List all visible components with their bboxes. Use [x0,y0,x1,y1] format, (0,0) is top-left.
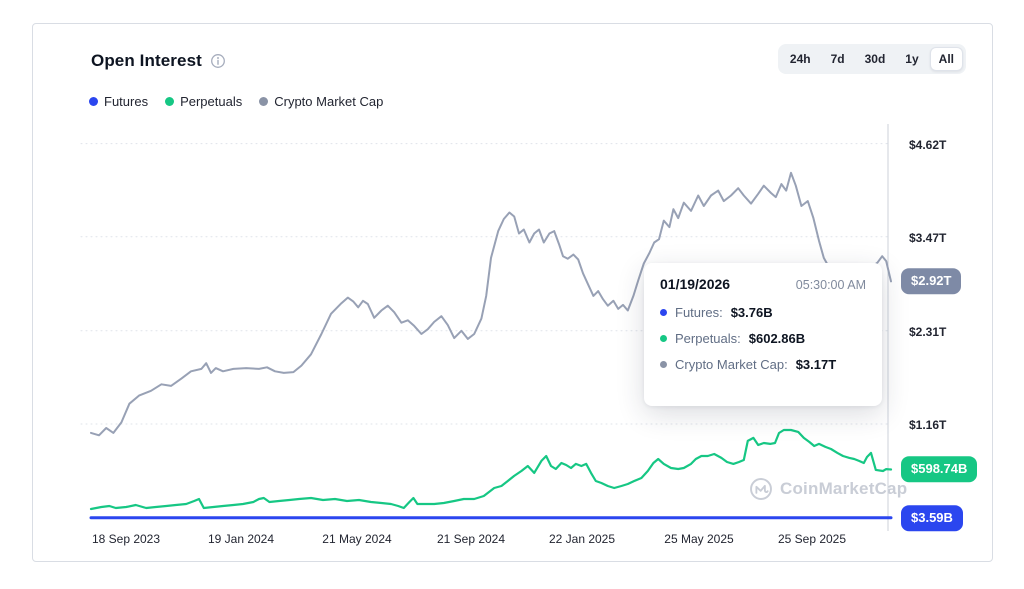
x-axis-label: 25 May 2025 [664,532,734,546]
range-button-24h[interactable]: 24h [781,47,820,71]
chart-legend: Futures Perpetuals Crypto Market Cap [89,94,383,109]
tooltip-header: 01/19/2026 05:30:00 AM [660,276,866,292]
y-axis-label: $4.62T [909,138,947,152]
tooltip-value: $3.17T [795,357,837,372]
legend-item-futures[interactable]: Futures [89,94,148,109]
tooltip-value: $3.76B [730,305,773,320]
latest-value-badge: $598.74B [901,456,978,482]
tooltip-label: Perpetuals: [675,331,741,346]
range-button-all[interactable]: All [929,46,963,72]
x-axis-label: 19 Jan 2024 [207,532,275,546]
tooltip-date: 01/19/2026 [660,276,731,292]
chart-plot-area[interactable] [33,24,993,562]
x-axis-label: 21 Sep 2024 [436,532,506,546]
tooltip-time: 05:30:00 AM [795,278,866,292]
card-header: Open Interest [91,51,226,71]
tooltip-value: $602.86B [748,331,806,346]
x-axis-label: 21 May 2024 [322,532,392,546]
series-line-perpetuals [89,428,893,511]
latest-value-badge: $2.92T [901,268,962,294]
tooltip-label: Crypto Market Cap: [675,357,788,372]
legend-label: Crypto Market Cap [274,94,384,109]
latest-value-badge: $3.59B [901,505,963,531]
perpetuals-dot-icon [165,97,175,106]
y-axis-label: $1.16T [909,418,947,432]
tooltip-row-futures: Futures: $3.76B [660,305,866,320]
info-icon[interactable] [210,53,226,69]
y-axis-label: $3.47T [909,231,947,245]
chart-tooltip: 01/19/2026 05:30:00 AM Futures: $3.76B P… [644,263,882,406]
range-button-30d[interactable]: 30d [856,47,895,71]
x-axis-label: 22 Jan 2025 [548,532,616,546]
futures-dot-icon [660,309,667,316]
tooltip-row-crypto-market-cap: Crypto Market Cap: $3.17T [660,357,866,372]
coinmarketcap-watermark: CoinMarketCap [749,477,907,501]
x-axis-label: 18 Sep 2023 [91,532,161,546]
page-title: Open Interest [91,51,202,70]
perpetuals-dot-icon [660,335,667,342]
y-axis-label: $2.31T [909,325,947,339]
coinmarketcap-logo-icon [750,478,772,500]
tooltip-row-perpetuals: Perpetuals: $602.86B [660,331,866,346]
futures-dot-icon [89,97,98,106]
legend-item-crypto-market-cap[interactable]: Crypto Market Cap [259,94,383,109]
crypto-market-cap-dot-icon [660,361,667,368]
crypto-market-cap-dot-icon [259,97,269,106]
open-interest-card: Open Interest 24h 7d 30d 1y All Futures Perp… [32,23,993,562]
legend-label: Futures [104,94,149,109]
time-range-selector: 24h 7d 30d 1y All [777,44,966,74]
legend-item-perpetuals[interactable]: Perpetuals [165,94,242,109]
watermark-text: CoinMarketCap [780,479,908,498]
series-line-crypto-market-cap [90,171,892,437]
range-button-1y[interactable]: 1y [896,47,927,71]
range-button-7d[interactable]: 7d [822,47,854,71]
tooltip-label: Futures: [675,305,723,320]
x-axis-label: 25 Sep 2025 [777,532,847,546]
legend-label: Perpetuals [180,94,243,109]
